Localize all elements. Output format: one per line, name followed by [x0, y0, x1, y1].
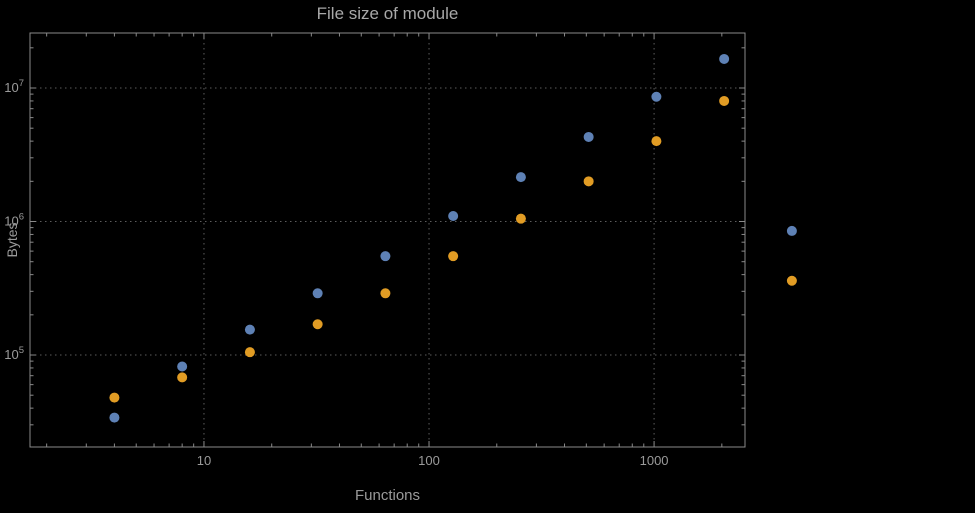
data-point: [380, 251, 391, 262]
data-point: [719, 95, 730, 106]
chart-title: File size of module: [316, 4, 459, 23]
data-point: [109, 412, 120, 423]
data-point: [448, 251, 459, 262]
data-point: [515, 172, 526, 183]
x-tick-label: 1000: [640, 453, 669, 468]
data-point: [177, 361, 188, 372]
data-point: [448, 210, 459, 221]
data-point: [786, 275, 797, 286]
data-point: [244, 347, 255, 358]
data-point: [177, 372, 188, 383]
data-point: [109, 392, 120, 403]
data-point: [515, 213, 526, 224]
plot-frame: [29, 32, 746, 448]
y-axis-label: Bytes: [4, 222, 20, 258]
data-point: [380, 288, 391, 299]
data-point: [244, 324, 255, 335]
y-tick-label: 105: [4, 345, 24, 362]
data-point: [583, 131, 594, 142]
y-tick-label: 107: [4, 78, 24, 95]
x-tick-label: 10: [197, 453, 211, 468]
data-point: [583, 176, 594, 187]
x-axis-label: Functions: [354, 487, 421, 504]
data-point: [312, 319, 323, 330]
x-tick-label: 100: [418, 453, 440, 468]
data-point: [786, 225, 797, 236]
y-tick-label: 106: [4, 212, 24, 229]
data-point: [651, 136, 662, 147]
data-point: [719, 53, 730, 64]
data-point: [651, 91, 662, 102]
data-point: [312, 288, 323, 299]
